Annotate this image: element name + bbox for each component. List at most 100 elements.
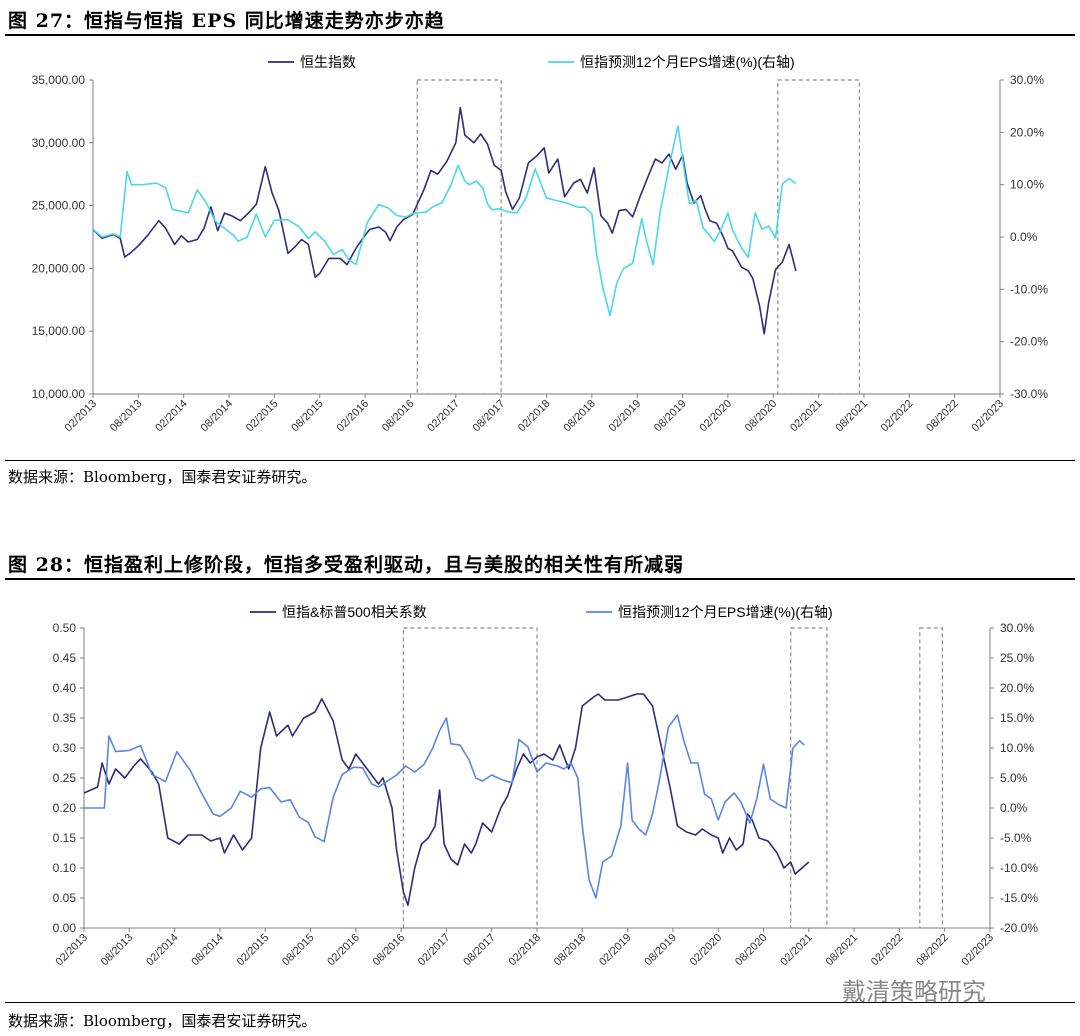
right-tick-label: -30.0% bbox=[1010, 387, 1048, 401]
x-tick-label: 08/2019 bbox=[652, 398, 689, 435]
left-tick-label: 30,000.00 bbox=[32, 136, 86, 150]
x-tick-label: 02/2016 bbox=[325, 932, 362, 969]
left-tick-label: 0.00 bbox=[53, 921, 77, 935]
x-tick-label: 02/2023 bbox=[960, 932, 997, 969]
right-tick-label: 0.0% bbox=[1000, 801, 1028, 815]
x-tick-label: 02/2020 bbox=[688, 932, 725, 969]
x-tick-label: 08/2014 bbox=[199, 398, 236, 435]
figure-27-top-rule bbox=[5, 34, 1075, 36]
x-tick-label: 08/2016 bbox=[380, 398, 417, 435]
figure-28-title: 图 28：恒指盈利上修阶段，恒指多受盈利驱动，且与美股的相关性有所减弱 bbox=[8, 554, 685, 576]
x-tick-label: 02/2021 bbox=[788, 398, 825, 435]
right-tick-label: -15.0% bbox=[1000, 891, 1038, 905]
x-tick-label: 02/2016 bbox=[335, 398, 372, 435]
x-tick-label: 08/2018 bbox=[552, 932, 589, 969]
figure-27-bottom-rule bbox=[5, 460, 1075, 461]
right-tick-label: 20.0% bbox=[1010, 125, 1044, 139]
x-tick-label: 02/2018 bbox=[507, 932, 544, 969]
x-tick-label: 08/2021 bbox=[833, 398, 870, 435]
left-tick-label: 0.50 bbox=[53, 621, 77, 635]
highlight-box bbox=[402, 627, 538, 929]
figure-27-chart: 10,000.00 15,000.00 20,000.00 25,000.00 30,0… bbox=[32, 54, 1049, 435]
x-tick-label: 02/2013 bbox=[54, 932, 91, 969]
x-tick-label: 02/2020 bbox=[697, 398, 734, 435]
legend-label: 恒指预测12个月EPS增速(%)(右轴) bbox=[618, 604, 833, 620]
highlight-box bbox=[790, 627, 828, 929]
series-line bbox=[92, 125, 797, 317]
x-tick-label: 08/2022 bbox=[924, 398, 961, 435]
figure-27-title: 图 27：恒指与恒指 EPS 同比增速走势亦步亦趋 bbox=[8, 10, 445, 32]
right-tick-label: -20.0% bbox=[1010, 335, 1048, 349]
x-tick-label: 02/2018 bbox=[516, 398, 553, 435]
right-tick-label: 5.0% bbox=[1000, 771, 1028, 785]
left-tick-label: 15,000.00 bbox=[32, 324, 86, 338]
x-tick-label: 08/2016 bbox=[371, 932, 408, 969]
x-tick-label: 08/2018 bbox=[561, 398, 598, 435]
x-tick-label: 08/2020 bbox=[743, 398, 780, 435]
watermark: 戴清策略研究 bbox=[842, 978, 986, 1006]
left-tick-label: 35,000.00 bbox=[32, 73, 86, 87]
right-tick-label: 0.0% bbox=[1010, 230, 1038, 244]
x-tick-label: 08/2017 bbox=[461, 932, 498, 969]
x-tick-label: 08/2019 bbox=[642, 932, 679, 969]
x-tick-label: 02/2019 bbox=[607, 398, 644, 435]
left-tick-label: 0.15 bbox=[53, 831, 77, 845]
figure-28-chart: 0.00 0.05 0.10 0.15 0.20 0.25 0.30 0.35 0.40 0.45… bbox=[53, 604, 1039, 969]
left-tick-label: 10,000.00 bbox=[32, 387, 86, 401]
figure-27-source: 数据来源：Bloomberg，国泰君安证券研究。 bbox=[8, 468, 317, 486]
left-tick-label: 0.45 bbox=[53, 651, 77, 665]
x-tick-label: 02/2017 bbox=[425, 398, 462, 435]
right-tick-label: 10.0% bbox=[1010, 178, 1044, 192]
figure-28-bottom-rule bbox=[5, 1002, 1075, 1003]
x-tick-label: 08/2013 bbox=[99, 932, 136, 969]
right-tick-label: -10.0% bbox=[1000, 861, 1038, 875]
x-tick-label: 02/2014 bbox=[144, 932, 181, 969]
x-tick-label: 02/2013 bbox=[63, 398, 100, 435]
legend-label: 恒指&标普500相关系数 bbox=[282, 604, 427, 620]
left-tick-label: 0.35 bbox=[53, 711, 77, 725]
series-line bbox=[84, 714, 805, 899]
highlight-box bbox=[919, 627, 944, 929]
right-tick-label: 30.0% bbox=[1010, 73, 1044, 87]
figure-28-source: 数据来源：Bloomberg，国泰君安证券研究。 bbox=[8, 1012, 317, 1030]
series-line bbox=[83, 693, 810, 906]
legend-label: 恒指预测12个月EPS增速(%)(右轴) bbox=[580, 54, 795, 70]
x-tick-label: 08/2013 bbox=[108, 398, 145, 435]
x-tick-label: 08/2015 bbox=[289, 398, 326, 435]
left-tick-label: 0.40 bbox=[53, 681, 77, 695]
highlight-box bbox=[777, 79, 861, 395]
x-tick-label: 08/2021 bbox=[824, 932, 861, 969]
x-tick-label: 02/2017 bbox=[416, 932, 453, 969]
left-tick-label: 0.05 bbox=[53, 891, 77, 905]
right-tick-label: -10.0% bbox=[1010, 282, 1048, 296]
left-tick-label: 0.20 bbox=[53, 801, 77, 815]
left-tick-label: 0.25 bbox=[53, 771, 77, 785]
series-line bbox=[92, 106, 797, 335]
right-tick-label: 15.0% bbox=[1000, 711, 1034, 725]
left-tick-label: 25,000.00 bbox=[32, 199, 86, 213]
x-tick-label: 08/2015 bbox=[280, 932, 317, 969]
right-tick-label: 20.0% bbox=[1000, 681, 1034, 695]
x-tick-label: 02/2023 bbox=[970, 398, 1007, 435]
x-tick-label: 02/2014 bbox=[153, 398, 190, 435]
x-tick-label: 08/2022 bbox=[914, 932, 951, 969]
x-tick-label: 08/2020 bbox=[733, 932, 770, 969]
x-tick-label: 02/2019 bbox=[597, 932, 634, 969]
left-tick-label: 0.30 bbox=[53, 741, 77, 755]
highlight-box bbox=[416, 79, 502, 395]
x-tick-label: 02/2022 bbox=[879, 398, 916, 435]
legend-label: 恒生指数 bbox=[300, 54, 356, 70]
x-tick-label: 02/2022 bbox=[869, 932, 906, 969]
right-tick-label: -20.0% bbox=[1000, 921, 1038, 935]
right-tick-label: 25.0% bbox=[1000, 651, 1034, 665]
x-tick-label: 08/2017 bbox=[471, 398, 508, 435]
left-tick-label: 0.10 bbox=[53, 861, 77, 875]
right-tick-label: -5.0% bbox=[1000, 831, 1032, 845]
x-tick-label: 02/2015 bbox=[244, 398, 281, 435]
x-tick-label: 02/2021 bbox=[778, 932, 815, 969]
right-tick-label: 10.0% bbox=[1000, 741, 1034, 755]
x-tick-label: 02/2015 bbox=[235, 932, 272, 969]
x-tick-label: 08/2014 bbox=[189, 932, 226, 969]
right-tick-label: 30.0% bbox=[1000, 621, 1034, 635]
figure-28-top-rule bbox=[5, 578, 1075, 580]
